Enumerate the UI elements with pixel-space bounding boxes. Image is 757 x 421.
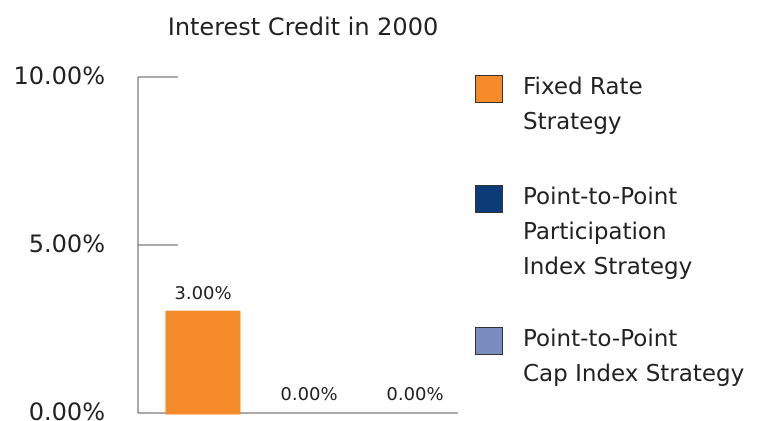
bar bbox=[165, 310, 241, 415]
value-label: 0.00% bbox=[280, 384, 337, 405]
legend-swatch bbox=[475, 327, 503, 355]
legend-label: Point-to-Point Cap Index Strategy bbox=[523, 326, 745, 387]
legend-item: Point-to-Point Participation Index Strat… bbox=[475, 180, 692, 285]
legend-swatch bbox=[475, 185, 503, 213]
legend-label: Point-to-Point Participation Index Strat… bbox=[523, 184, 693, 280]
legend-item: Fixed Rate Strategy bbox=[475, 70, 643, 140]
y-tick-label: 10.00% bbox=[13, 62, 105, 90]
y-tick-label: 0.00% bbox=[29, 398, 105, 421]
y-tick-label: 5.00% bbox=[29, 230, 105, 258]
value-label: 0.00% bbox=[386, 384, 443, 405]
legend-swatch bbox=[475, 75, 503, 103]
chart-title: Interest Credit in 2000 bbox=[168, 13, 439, 41]
legend-label: Fixed Rate Strategy bbox=[523, 74, 643, 135]
value-label: 3.00% bbox=[174, 283, 231, 304]
legend-item: Point-to-Point Cap Index Strategy bbox=[475, 322, 744, 392]
